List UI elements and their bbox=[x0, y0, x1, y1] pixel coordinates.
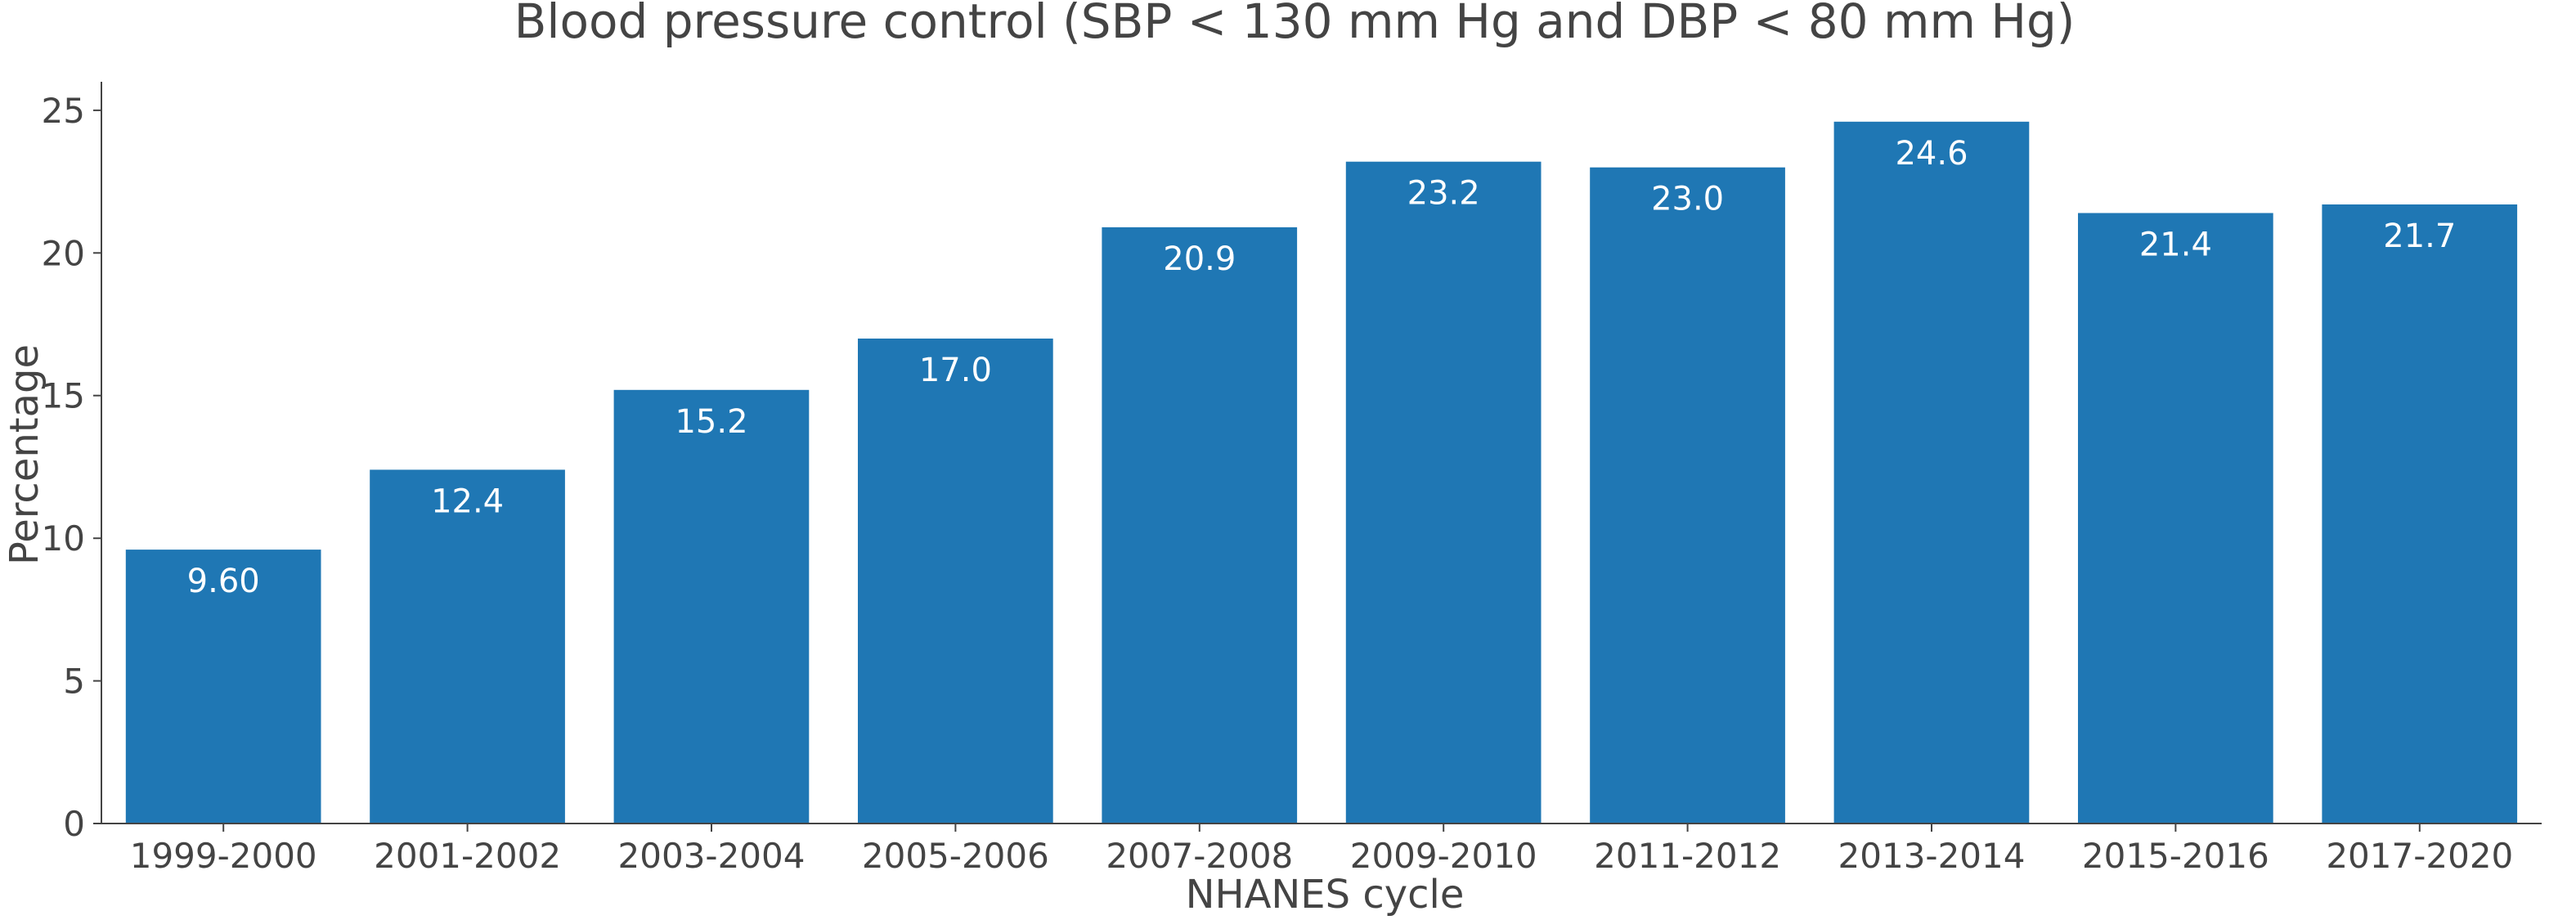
x-tick-label: 2013-2014 bbox=[1838, 836, 2026, 876]
bar-2015-2016 bbox=[2078, 213, 2273, 824]
bar-2001-2002 bbox=[370, 469, 565, 824]
x-tick-label: 2007-2008 bbox=[1106, 836, 1293, 876]
data-label-2015-2016: 21.4 bbox=[2139, 227, 2212, 264]
bar-2007-2008 bbox=[1102, 227, 1298, 824]
y-tick-label: 0 bbox=[63, 804, 85, 844]
bar-2011-2012 bbox=[1590, 167, 1785, 824]
data-label-2005-2006: 17.0 bbox=[919, 352, 992, 389]
x-tick-label: 2017-2020 bbox=[2326, 836, 2513, 876]
x-tick-label: 2011-2012 bbox=[1594, 836, 1781, 876]
x-tick-label: 2001-2002 bbox=[374, 836, 561, 876]
chart-title: Blood pressure control (SBP < 130 mm Hg … bbox=[514, 0, 2076, 49]
x-axis-label: NHANES cycle bbox=[1186, 872, 1465, 918]
data-label-2003-2004: 15.2 bbox=[675, 403, 747, 441]
y-tick-label: 5 bbox=[63, 662, 85, 702]
y-tick-label: 10 bbox=[42, 518, 85, 559]
data-label-2001-2002: 12.4 bbox=[431, 482, 504, 520]
data-label-2009-2010: 23.2 bbox=[1407, 175, 1480, 213]
bar-2017-2020 bbox=[2322, 204, 2518, 824]
bar-2005-2006 bbox=[858, 339, 1053, 824]
x-tick-label: 2009-2010 bbox=[1350, 836, 1537, 876]
data-label-2011-2012: 23.0 bbox=[1651, 181, 1724, 218]
data-label-2013-2014: 24.6 bbox=[1895, 135, 1968, 173]
bar-2009-2010 bbox=[1345, 161, 1542, 824]
x-tick-label: 2005-2006 bbox=[862, 836, 1049, 876]
bar-2003-2004 bbox=[613, 389, 810, 824]
data-label-2017-2020: 21.7 bbox=[2383, 218, 2456, 255]
y-axis-label: Percentage bbox=[2, 344, 47, 565]
data-label-2007-2008: 20.9 bbox=[1163, 240, 1236, 278]
y-tick-label: 20 bbox=[42, 233, 85, 273]
bar-1999-2000 bbox=[125, 550, 321, 824]
x-tick-label: 2015-2016 bbox=[2082, 836, 2269, 876]
x-tick-label: 1999-2000 bbox=[130, 836, 317, 876]
bar-2013-2014 bbox=[1833, 121, 2030, 824]
plot-area: 9.60 1999-2000 12.4 2001-2002 15.2 2003-2004 1… bbox=[42, 82, 2542, 876]
x-tick-label: 2003-2004 bbox=[618, 836, 806, 876]
y-tick-label: 15 bbox=[42, 376, 85, 416]
y-tick-label: 25 bbox=[42, 91, 85, 131]
data-label-1999-2000: 9.60 bbox=[187, 563, 260, 600]
